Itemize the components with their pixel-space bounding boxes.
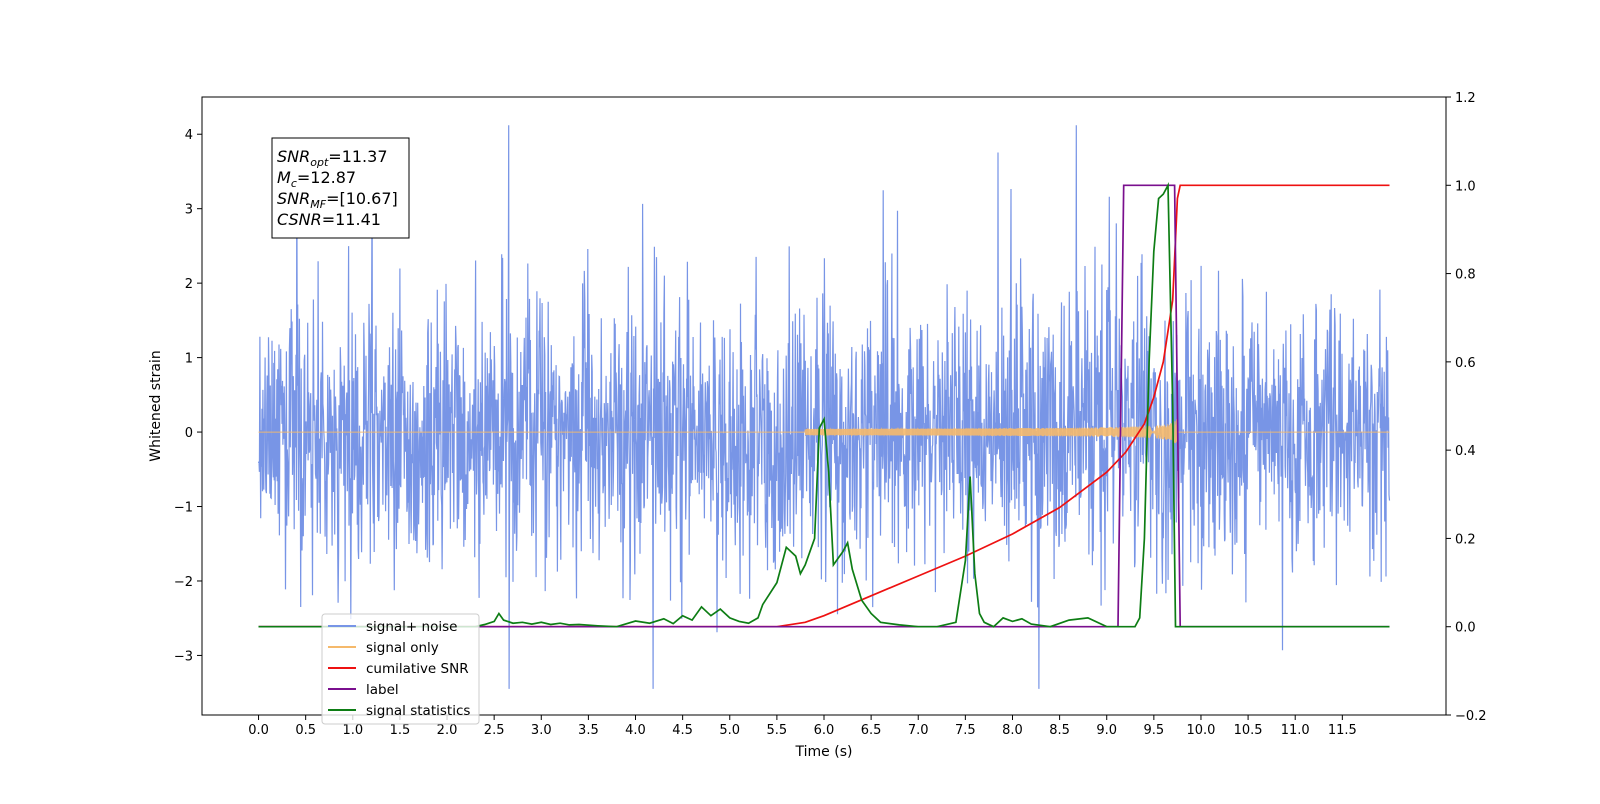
y2-tick-label: 1.2: [1455, 91, 1476, 106]
annotation-line: Mc=12.87: [277, 168, 356, 190]
signal-noise-series-line: [257, 125, 1391, 689]
annotation-frame: [271, 137, 410, 239]
y2-tick-label: 0.4: [1455, 444, 1476, 459]
y-tick-label: 0: [185, 426, 193, 441]
x-tick-label: 2.0: [437, 723, 458, 738]
x-tick-label: 1.0: [342, 723, 363, 738]
y2-tick-label: −0.2: [1455, 709, 1487, 724]
y2-tick-label: 0.0: [1455, 621, 1476, 636]
x-tick-label: 5.5: [767, 723, 788, 738]
x-tick-label: 11.5: [1328, 723, 1357, 738]
x-tick-label: 3.5: [578, 723, 599, 738]
legend: signal+ noise signal only cumilative SNR la…: [321, 613, 480, 725]
x-tick-label: 10.0: [1186, 723, 1215, 738]
x-tick-label: 10.5: [1234, 723, 1263, 738]
stats-annotation: SNRopt=11.37Mc=12.87SNRMF=[10.67]CSNR=11…: [271, 137, 410, 239]
annotation-line: SNRMF=[10.67]: [277, 189, 398, 211]
x-tick-label: 11.0: [1281, 723, 1310, 738]
x-tick-label: 7.0: [908, 723, 929, 738]
x-axis-label: Time (s): [795, 744, 853, 760]
y2-tick-label: 0.2: [1455, 532, 1476, 547]
legend-entry: label: [366, 682, 399, 698]
y-tick-label: 1: [185, 352, 193, 367]
y2-tick-label: 0.8: [1455, 268, 1476, 283]
x-tick-label: 7.5: [955, 723, 976, 738]
x-tick-label: 2.5: [484, 723, 505, 738]
legend-entry: cumilative SNR: [366, 661, 469, 677]
x-tick-label: 9.5: [1144, 723, 1165, 738]
y-tick-label: 3: [185, 203, 193, 218]
y-tick-label: −2: [174, 575, 193, 590]
legend-frame: [321, 613, 480, 725]
legend-entry: signal+ noise: [366, 619, 457, 635]
x-tick-label: 5.0: [719, 723, 740, 738]
y-tick-label: 2: [185, 277, 193, 292]
x-tick-label: 8.0: [1002, 723, 1023, 738]
axes-layer: 0.0 0.5 1.0 1.5 2.0 2.5 3.0 3.5 4.0 4.5 5.0 5.5 6.0 6…: [174, 91, 1487, 738]
annotation-line: SNRopt=11.37: [277, 147, 388, 169]
x-tick-label: 0.5: [295, 723, 316, 738]
x-tick-label: 9.0: [1096, 723, 1117, 738]
signal-only-series-line: [258, 419, 1390, 444]
cumilative-snr-series-line: [258, 184, 1390, 628]
x-tick-label: 4.5: [672, 723, 693, 738]
legend-entry: signal statistics: [366, 703, 470, 719]
y-tick-label: −3: [174, 649, 193, 664]
x-tick-label: 1.5: [390, 723, 411, 738]
annotation-line: CSNR=11.41: [277, 210, 381, 229]
x-tick-label: 0.0: [248, 723, 269, 738]
x-tick-label: 6.5: [861, 723, 882, 738]
y-tick-label: −1: [174, 501, 193, 516]
x-tick-label: 6.0: [814, 723, 835, 738]
x-tick-label: 8.5: [1049, 723, 1070, 738]
y-tick-label: 4: [185, 128, 193, 143]
x-tick-label: 4.0: [625, 723, 646, 738]
y2-tick-label: 0.6: [1455, 356, 1476, 371]
legend-entry: signal only: [366, 640, 439, 656]
y2-tick-label: 1.0: [1455, 179, 1476, 194]
signal-statistics-series-line: [258, 182, 1390, 628]
y-axis-label: Whitened strain: [148, 350, 164, 461]
series-layer: [257, 125, 1391, 689]
x-tick-label: 3.0: [531, 723, 552, 738]
